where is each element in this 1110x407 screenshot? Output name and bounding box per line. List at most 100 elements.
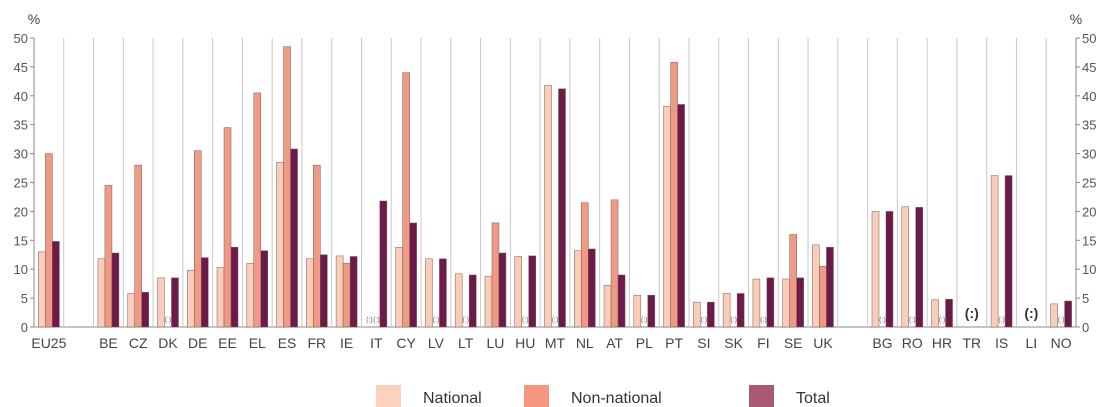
y-tick-label-right: 25 xyxy=(1082,176,1096,191)
bar-total xyxy=(111,252,120,328)
category-label: IE xyxy=(340,335,353,351)
category-label: IT xyxy=(370,335,383,351)
bar-non-national xyxy=(610,199,619,328)
bar-non-national xyxy=(223,127,232,328)
bar-national xyxy=(276,162,284,328)
bar-non-national xyxy=(193,150,202,328)
legend-swatch-total xyxy=(749,385,774,407)
y-tick-label-left: 20 xyxy=(14,204,28,219)
category-label: RO xyxy=(902,335,923,351)
bar-national xyxy=(603,285,612,328)
category-label: NO xyxy=(1051,335,1072,351)
legend-label-total: Total xyxy=(796,390,830,407)
category-label: EU25 xyxy=(31,335,66,351)
bar-national xyxy=(752,278,761,328)
bar-total xyxy=(52,241,60,328)
y-tick-label-right: 15 xyxy=(1082,233,1096,248)
bar-national xyxy=(306,258,314,328)
na-marker: (:) xyxy=(939,317,946,324)
bar-total xyxy=(260,250,269,328)
bar-total xyxy=(736,293,745,328)
bar-national xyxy=(38,251,46,328)
category-label: CY xyxy=(396,335,416,351)
bar-non-national xyxy=(491,222,500,328)
category-label: IS xyxy=(995,335,1008,351)
na-marker: (:) xyxy=(760,317,767,324)
bar-non-national xyxy=(670,62,678,328)
bar-total xyxy=(588,248,596,328)
y-tick-label-right: 5 xyxy=(1082,291,1089,306)
bar-total xyxy=(1064,300,1072,328)
na-marker: (:) xyxy=(462,317,469,324)
category-label: ES xyxy=(278,335,297,351)
y-tick-label-left: 5 xyxy=(21,291,28,306)
bar-total xyxy=(707,301,715,328)
bar-non-national xyxy=(283,46,291,328)
bar-total xyxy=(826,246,834,328)
category-label: LT xyxy=(458,335,474,351)
category-label: BG xyxy=(872,335,892,351)
bar-total xyxy=(171,277,179,328)
bar-non-national xyxy=(45,153,53,328)
bar-total xyxy=(915,207,924,328)
na-marker: (:) xyxy=(730,317,737,324)
bar-total xyxy=(885,211,894,328)
category-label: LI xyxy=(1025,335,1037,351)
bar-national xyxy=(186,270,195,328)
category-label: AT xyxy=(606,335,623,351)
category-label: DK xyxy=(158,335,178,351)
bar-total xyxy=(528,255,536,328)
bar-national xyxy=(990,175,999,328)
bar-total xyxy=(230,246,239,328)
bar-total xyxy=(498,252,507,328)
category-label: CZ xyxy=(129,335,148,351)
na-marker: (:) xyxy=(965,305,979,321)
bar-non-national xyxy=(581,202,589,328)
bar-national xyxy=(574,250,582,328)
bar-national xyxy=(335,255,344,328)
bar-non-national xyxy=(402,72,410,328)
category-label: LV xyxy=(428,335,445,351)
bar-non-national xyxy=(104,185,113,328)
bar-national xyxy=(931,299,939,328)
bar-non-national xyxy=(342,263,351,328)
bar-non-national xyxy=(313,164,321,328)
category-label: MT xyxy=(545,335,566,351)
bar-total xyxy=(200,257,209,328)
y-unit-right: % xyxy=(1070,11,1082,27)
bar-total xyxy=(945,299,953,328)
na-marker: (:) xyxy=(1058,317,1065,324)
legend-label-national: National xyxy=(423,390,482,407)
bar-total xyxy=(796,277,804,328)
bar-national xyxy=(425,258,433,328)
bar-national xyxy=(812,244,820,328)
y-tick-label-left: 45 xyxy=(14,60,28,75)
na-marker: (:) xyxy=(433,317,440,324)
bar-total xyxy=(468,274,477,328)
bar-national xyxy=(454,273,463,328)
bar-national xyxy=(901,206,910,328)
bar-national xyxy=(663,105,671,328)
category-label: SE xyxy=(784,335,803,351)
category-label: BE xyxy=(99,335,118,351)
y-tick-label-right: 50 xyxy=(1082,31,1096,46)
category-label: EL xyxy=(249,335,266,351)
bar-non-national xyxy=(789,234,797,328)
bar-national xyxy=(782,278,790,328)
y-tick-label-right: 35 xyxy=(1082,118,1096,133)
bar-total xyxy=(617,274,626,328)
category-label: HU xyxy=(515,335,535,351)
category-label: HR xyxy=(932,335,952,351)
na-marker: (:) xyxy=(373,317,380,324)
y-tick-label-left: 25 xyxy=(14,176,28,191)
bar-non-national xyxy=(819,266,827,328)
bar-national xyxy=(395,246,403,328)
legend-swatch-non-national xyxy=(524,385,549,407)
bar-national xyxy=(1050,303,1058,328)
na-marker: (:) xyxy=(909,317,916,324)
bar-national xyxy=(871,211,880,328)
bar-national xyxy=(127,293,135,328)
na-marker: (:) xyxy=(701,317,708,324)
